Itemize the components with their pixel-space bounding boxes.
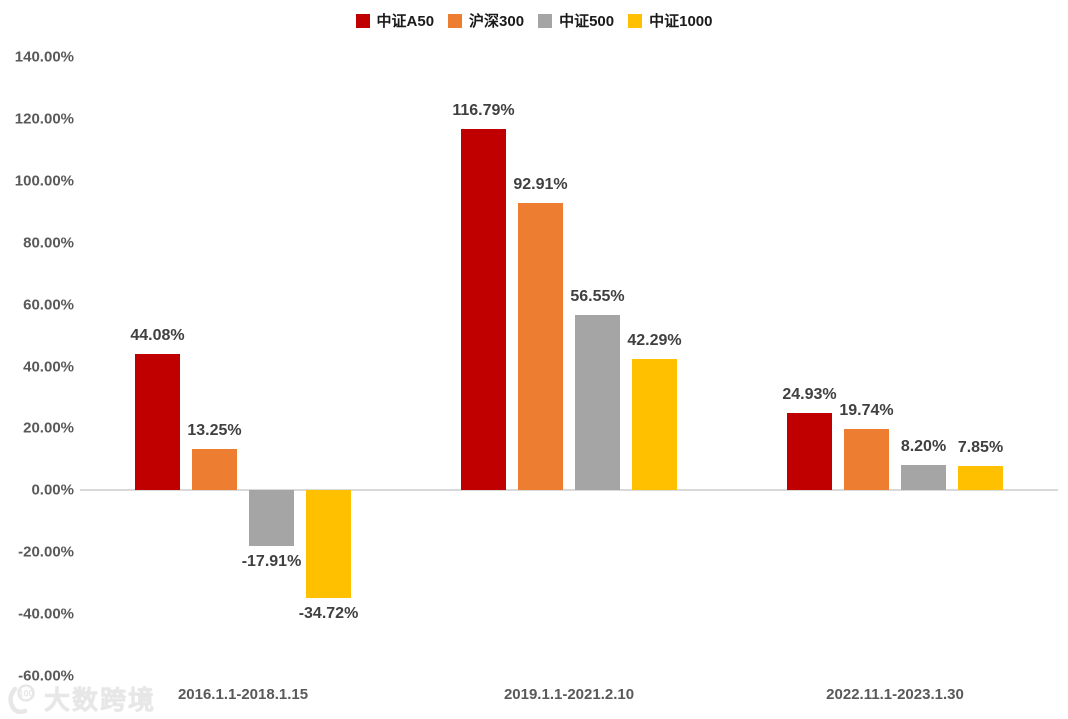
legend-swatch-icon [448, 13, 463, 28]
bar-value-label: 56.55% [570, 288, 625, 306]
bar-中证1000-1 [632, 359, 677, 491]
bar-value-label: -17.91% [241, 552, 302, 570]
y-axis-tick-label: 0.00% [31, 481, 74, 499]
legend-item-3: 中证1000 [628, 10, 712, 31]
y-axis-tick-label: 80.00% [23, 234, 74, 252]
zero-axis-line [80, 489, 1058, 492]
x-axis: 2016.1.1-2018.1.15 2019.1.1-2021.2.10 2022… [80, 686, 1058, 708]
bar-value-label: -34.72% [298, 604, 359, 622]
legend-swatch-icon [538, 13, 553, 28]
y-axis-tick-label: 140.00% [14, 48, 74, 66]
y-axis-tick-label: 40.00% [23, 358, 74, 375]
bar-value-label: 8.20% [900, 437, 947, 455]
watermark-logo-icon: 100 [8, 683, 35, 714]
watermark-text: 大数跨境 [44, 685, 157, 715]
bar-value-label: 44.08% [130, 326, 185, 344]
y-axis-tick-label: -40.00% [18, 605, 74, 623]
bar-value-label: 7.85% [957, 439, 1004, 456]
watermark: 100 大数跨境 [4, 680, 156, 717]
legend-swatch-icon [628, 13, 643, 28]
y-axis-tick-label: -60.00% [18, 667, 74, 685]
y-axis-tick-label: -20.00% [18, 543, 74, 561]
bar-value-label: 92.91% [513, 175, 568, 193]
bar-value-label: 24.93% [782, 386, 837, 404]
x-axis-category-label: 2016.1.1-2018.1.15 [177, 686, 309, 703]
bar-中证1000-2 [958, 466, 1003, 491]
bar-中证1000-0 [306, 490, 351, 598]
x-axis-category-label: 2022.11.1-2023.1.30 [826, 686, 964, 703]
legend-item-0: 中证A50 [355, 10, 435, 31]
chart-legend: 中证A50 沪深300 中证500 中证1000 [0, 10, 1068, 31]
legend-label: 中证1000 [649, 13, 713, 30]
y-axis: 140.00% 120.00% 100.00% 80.00% 60.00% 40.00% 2… [0, 49, 74, 685]
x-axis-category-label: 2019.1.1-2021.2.10 [503, 686, 635, 703]
bar-value-label: 19.74% [839, 402, 894, 420]
y-axis-tick-label: 20.00% [23, 419, 74, 437]
bar-value-label: 116.79% [452, 101, 515, 119]
svg-text:100: 100 [18, 688, 33, 698]
bar-中证500-1 [575, 315, 620, 491]
y-axis-tick-label: 60.00% [23, 296, 74, 314]
bar-中证500-2 [901, 464, 946, 491]
legend-item-2: 中证500 [538, 10, 614, 31]
bar-中证A50-1 [461, 128, 506, 491]
bar-沪深300-0 [192, 449, 237, 491]
bar-value-label: 42.29% [627, 332, 682, 350]
bar-沪深300-2 [844, 429, 889, 491]
legend-label: 中证A50 [376, 13, 435, 30]
bar-中证A50-0 [135, 353, 180, 491]
bar-沪深300-1 [518, 202, 563, 491]
bar-中证A50-2 [787, 413, 832, 491]
plot-area: 44.08% 13.25% -17.91% -34.72% 116.79% 92.91% 5… [80, 57, 1058, 676]
legend-label: 沪深300 [469, 13, 525, 30]
legend-item-1: 沪深300 [448, 10, 524, 31]
bar-value-label: 13.25% [187, 422, 242, 440]
bar-中证500-0 [249, 490, 294, 546]
y-axis-tick-label: 100.00% [14, 172, 74, 190]
legend-label: 中证500 [559, 13, 615, 30]
y-axis-tick-label: 120.00% [14, 110, 74, 128]
legend-swatch-icon [355, 13, 370, 28]
